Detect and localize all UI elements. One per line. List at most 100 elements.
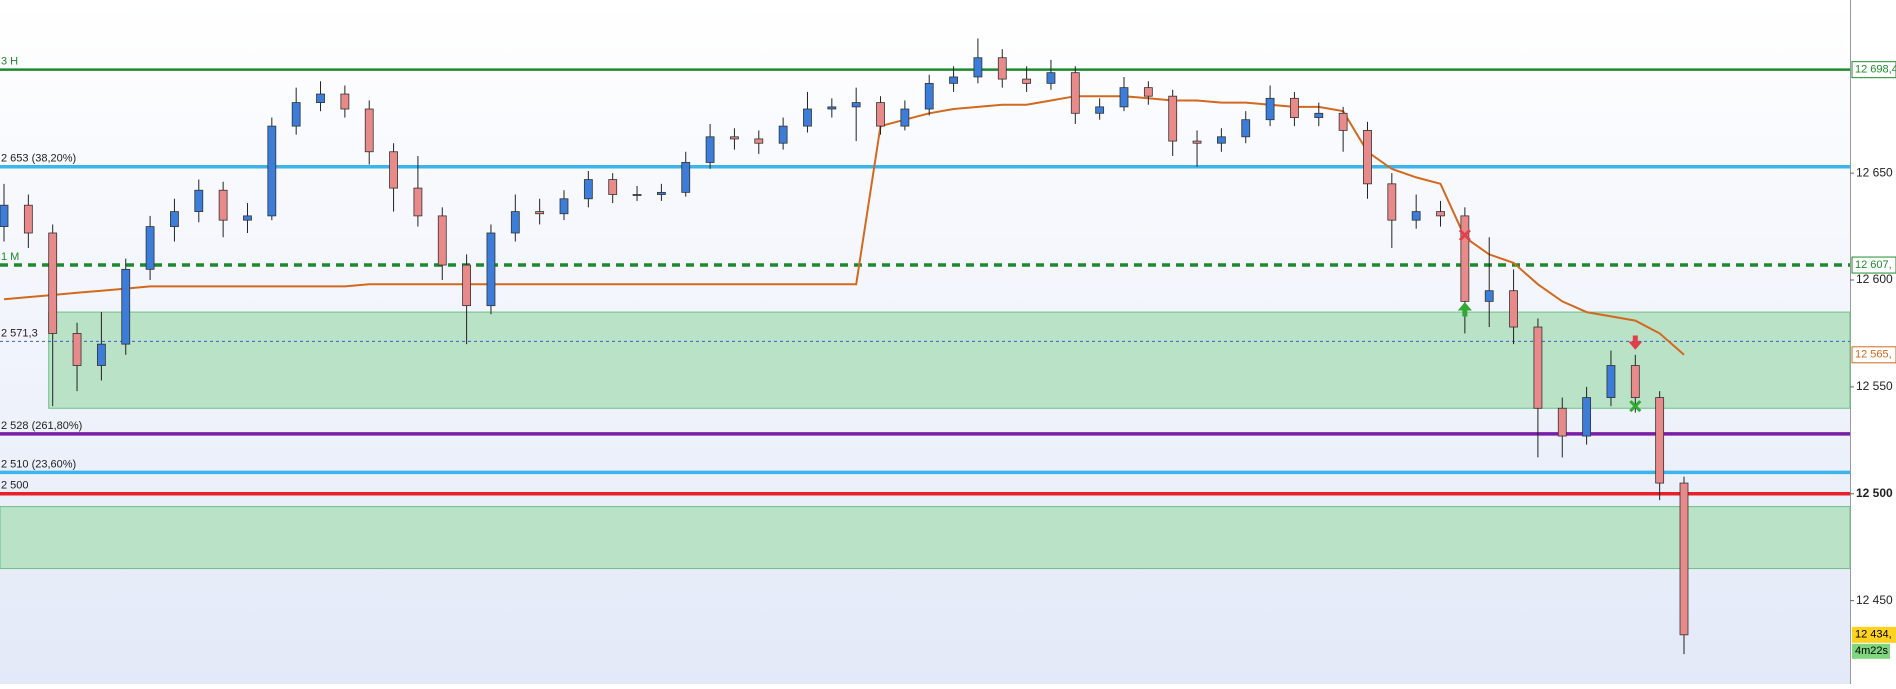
candle-body [1606,365,1616,398]
candle-body [681,162,691,193]
candle-body [1557,407,1567,437]
candle-body [949,76,958,84]
candle-body [218,189,228,221]
candle-body [803,108,812,127]
candle-body [121,268,131,345]
candle-body [1363,129,1372,185]
candle-body [1046,72,1056,84]
level-label: 3 H [1,56,18,68]
candle-body [316,93,325,104]
candle-body [608,179,618,195]
candle-body [1290,97,1299,118]
candle-body [1022,78,1032,84]
candle-body [1338,112,1348,131]
candle-body [1533,326,1543,409]
candle-body [1070,72,1080,114]
candle-body [1168,95,1178,142]
candle-body [997,57,1007,80]
candle-body [72,333,82,366]
timer-box [1852,643,1890,659]
candle-body [559,198,569,215]
candle-body [583,179,593,200]
signal-arrow-up [1457,302,1472,317]
timer: 4m22s [1855,645,1889,657]
candle-body [1095,106,1105,114]
moving-average [3,95,1685,356]
candle-body [1460,215,1470,302]
axis-panel [1850,0,1896,684]
level-label: 2 528 (261,80%) [1,420,82,432]
candle-body [437,215,447,266]
candle-body [243,215,252,221]
candle-body [876,102,885,127]
ma-tag-box [1851,346,1896,364]
price-tag-box [1851,256,1896,274]
candle-body [827,106,837,110]
candle-body [1679,482,1689,636]
signal-arrow-down [1628,335,1643,350]
ma-tag: 12 565, [1855,349,1892,361]
candle-body [413,187,423,217]
candle-body [730,136,739,140]
last-price-box [1852,626,1896,643]
candle-body [510,211,520,234]
y-tick-label: 12 600 [1856,272,1893,286]
candle-body [1387,183,1397,221]
y-tick-label: 12 650 [1856,165,1893,179]
level-label: 2 510 (23,60%) [1,458,76,470]
candle-body [1436,211,1445,217]
candle-body [145,226,155,270]
candle-body [48,232,58,334]
level-label: 1 M [1,251,19,263]
candle-body [1265,97,1275,121]
candle-body [1241,119,1251,138]
candle-body [535,211,545,215]
candle-body [23,204,33,234]
candle-body [1143,87,1153,97]
candle-body [267,125,277,217]
y-tick-label: 12 450 [1856,593,1893,607]
candle-body [1411,211,1421,221]
price-tag: 12 698,4 [1855,64,1896,76]
zone [48,311,1851,409]
candle-body [462,264,472,307]
y-tick-label: 12 550 [1856,379,1893,393]
candle-body [705,136,715,163]
candle-body [778,125,788,144]
price-tag-box [1851,61,1896,79]
candle-body [1655,397,1665,484]
candle-body [364,108,374,153]
candle-body [1192,140,1202,144]
candle-body [389,151,398,189]
candle-body [656,191,666,195]
candle-body [973,57,983,78]
signal-cross [1458,229,1471,242]
candle-body [194,189,204,213]
level-label: 2 500 [1,480,29,492]
level-label: 2 653 (38,20%) [1,153,76,165]
candle-body [924,82,934,110]
candle-body [754,138,764,144]
candle-body [632,194,642,196]
candle-body [486,232,496,307]
zone [0,506,1851,570]
y-tick-label: 12 500 [1856,486,1893,500]
candle-body [96,343,106,366]
candle-body [1509,290,1518,328]
candle-body [1314,112,1324,118]
candle-body [1582,397,1592,437]
candle-body [1630,365,1640,398]
candle-body [340,93,350,110]
candle-body [851,102,861,108]
candle-body [291,102,301,127]
candle-body [1119,87,1129,108]
candle-body [900,108,910,127]
candle-body [1484,290,1494,302]
candle-body [1216,136,1226,144]
signal-cross [1629,400,1642,413]
candle-body [170,211,179,227]
price-tag: 12 607, [1855,259,1892,271]
candle-body [0,204,9,227]
